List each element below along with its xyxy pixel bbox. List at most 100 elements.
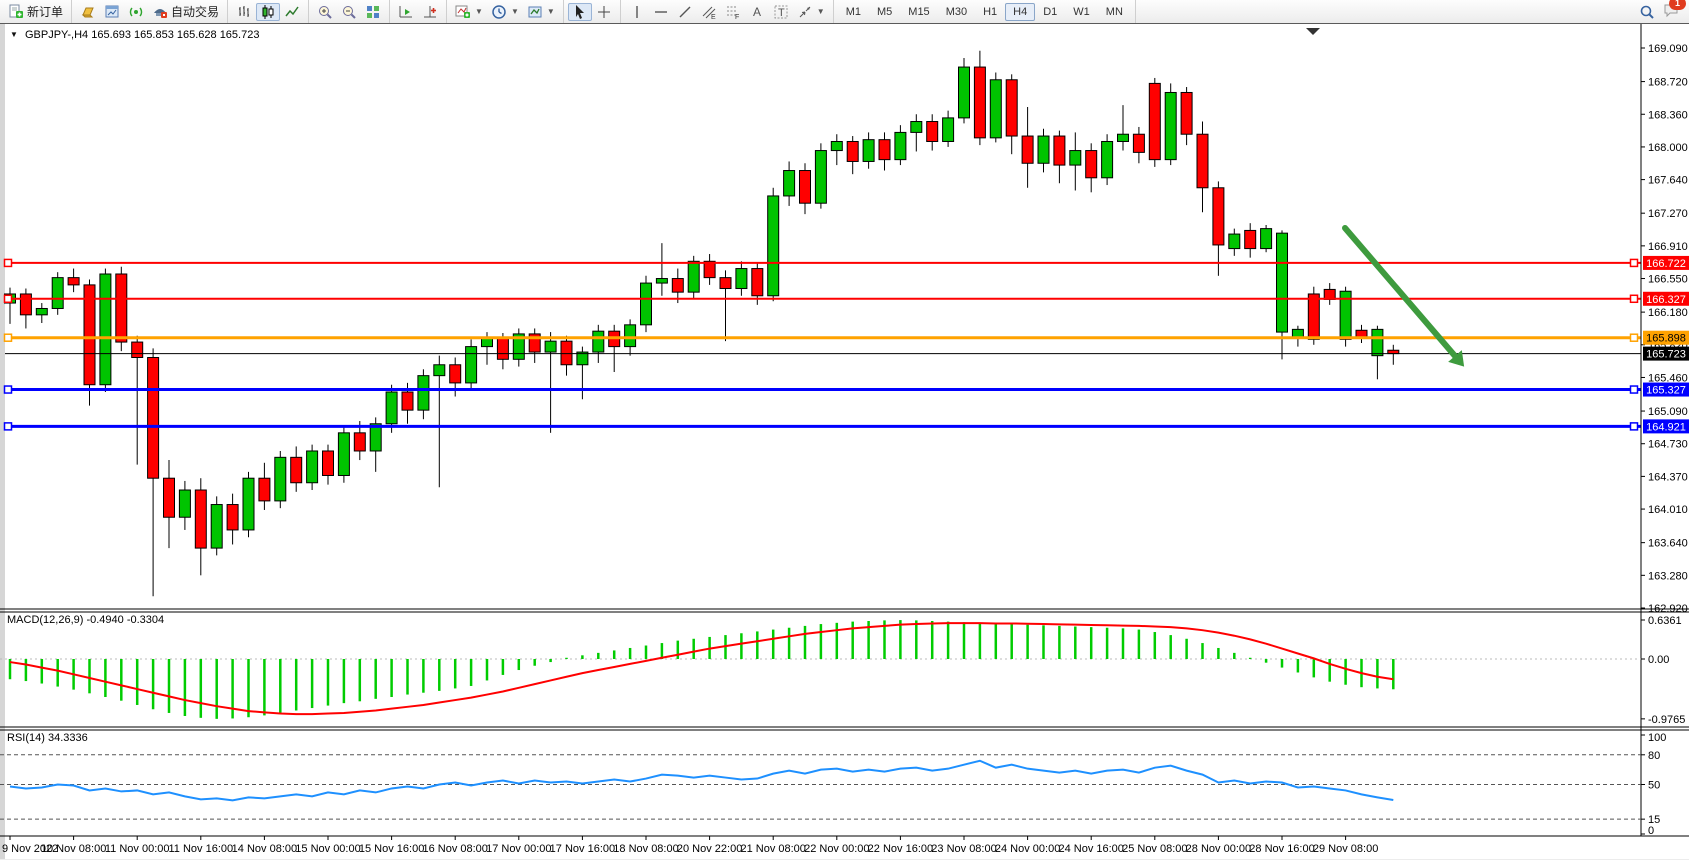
candle-down[interactable] [1053,135,1066,166]
templates-button[interactable]: ▼ [523,3,559,21]
horizontal-line-button[interactable] [649,3,673,21]
candle-down[interactable] [973,66,986,139]
chart-window-button[interactable] [100,3,124,21]
candle-up[interactable] [369,423,382,452]
tf-mn[interactable]: MN [1105,5,1123,18]
candle-up[interactable] [1260,228,1273,250]
candle-up[interactable] [655,278,668,284]
candle-down[interactable] [1005,79,1018,137]
tf-w1[interactable]: W1 [1073,5,1090,18]
candle-up[interactable] [465,346,478,384]
candle-up[interactable] [958,66,970,119]
indicators-button[interactable]: ▼ [451,3,487,21]
candle-down[interactable] [846,140,859,162]
candle-up[interactable] [1371,328,1384,357]
line-anchor[interactable] [1629,422,1639,431]
candle-down[interactable] [322,450,334,476]
candle-up[interactable] [640,282,652,326]
text-label-button[interactable]: T [769,3,793,21]
candle-down[interactable] [1148,82,1161,161]
candle-down[interactable] [560,340,573,366]
candle-up[interactable] [624,324,637,348]
candle-up[interactable] [51,277,64,309]
line-anchor[interactable] [1629,258,1639,268]
candlestick-chart-button[interactable] [256,2,281,21]
candle-up[interactable] [783,170,796,197]
crosshair-button[interactable] [592,3,616,21]
candle-up[interactable] [910,121,923,133]
candle-down[interactable] [1180,91,1193,135]
candle-up[interactable] [1276,232,1288,333]
candle-down[interactable] [19,293,32,316]
candle-down[interactable] [1085,150,1098,179]
candle-up[interactable] [1101,140,1114,179]
candle-down[interactable] [115,273,128,343]
line-chart-button[interactable] [280,3,304,21]
candle-down[interactable] [353,432,366,452]
candle-up[interactable] [767,195,780,297]
bar-chart-button[interactable] [232,3,256,21]
candle-up[interactable] [385,391,398,425]
candle-up[interactable] [814,150,827,204]
candle-up[interactable] [242,477,255,531]
line-anchor[interactable] [3,422,13,431]
candle-up[interactable] [1339,290,1352,340]
arrows-button[interactable]: ▼ [793,3,829,21]
candle-up[interactable] [592,330,605,353]
candle-down[interactable] [1244,229,1257,250]
candle-down[interactable] [1387,349,1400,355]
fibonacci-button[interactable]: F [721,3,745,21]
candle-down[interactable] [226,504,239,531]
candle-up[interactable] [417,375,430,411]
tf-m5[interactable]: M5 [877,5,893,18]
equidistant-channel-button[interactable]: E [697,3,721,21]
candle-up[interactable] [942,117,955,142]
candle-down[interactable] [528,333,541,353]
chart-canvas[interactable]: 169.090 168.720 168.360 168.000 167.640 167.2… [0,24,1689,859]
candle-down[interactable] [290,456,303,484]
candle-down[interactable] [799,170,811,204]
line-anchor[interactable] [3,333,13,342]
line-anchor[interactable] [3,294,13,304]
vertical-line-button[interactable] [625,3,649,21]
candle-down[interactable] [67,277,80,286]
candle-down[interactable] [1196,133,1209,189]
candle-down[interactable] [703,260,716,279]
candle-down[interactable] [83,284,96,386]
zoom-out-button[interactable] [337,3,361,21]
line-anchor[interactable] [3,258,13,268]
candle-down[interactable] [751,268,764,297]
tile-windows-button[interactable] [361,3,385,21]
candle-down[interactable] [194,489,207,549]
candle-down[interactable] [163,477,175,518]
candle-down[interactable] [1021,135,1034,164]
search-icon[interactable] [1639,4,1655,20]
new-order-button[interactable]: 新订单 [4,2,67,21]
chart-shift-marker-icon[interactable] [1306,28,1320,35]
candle-up[interactable] [1228,233,1241,250]
trend-arrow[interactable] [1342,225,1465,367]
tf-m15[interactable]: M15 [908,5,930,18]
tf-h1[interactable]: H1 [983,5,998,18]
candle-down[interactable] [401,391,414,411]
candle-up[interactable] [178,489,191,518]
gold-quotes-button[interactable] [76,3,100,21]
candle-up[interactable] [1069,150,1082,166]
candle-down[interactable] [147,356,160,479]
candle-up[interactable] [894,131,907,161]
candle-down[interactable] [496,337,509,360]
candle-down[interactable] [258,477,271,502]
candle-up[interactable] [687,260,700,293]
tf-m30[interactable]: M30 [945,5,968,18]
candle-down[interactable] [1212,187,1225,246]
candle-up[interactable] [433,364,446,377]
tf-h4[interactable]: H4 [1005,2,1036,21]
tf-d1[interactable]: D1 [1043,5,1058,18]
candle-up[interactable] [1164,91,1177,161]
candle-up[interactable] [337,432,350,476]
tf-m1[interactable]: M1 [845,5,861,18]
line-anchor[interactable] [1629,294,1639,304]
candle-up[interactable] [306,450,319,484]
auto-scroll-button[interactable] [394,3,418,21]
